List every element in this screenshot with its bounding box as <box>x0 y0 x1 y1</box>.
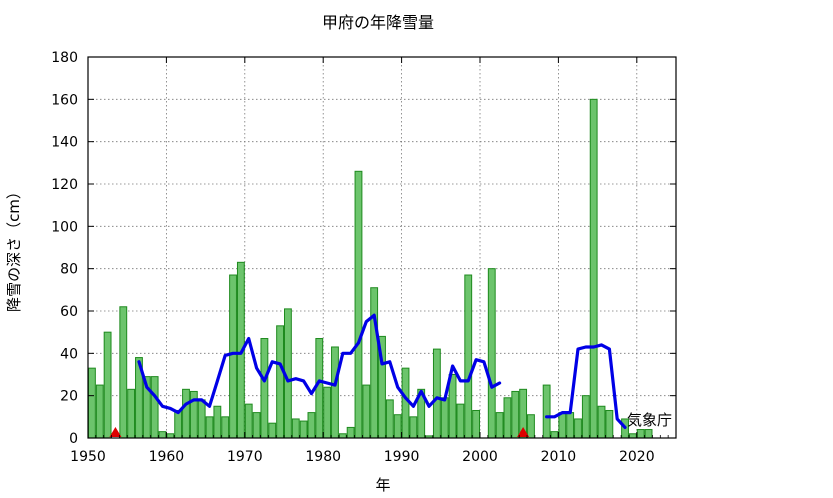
bar-1966 <box>213 405 222 439</box>
bar-1972 <box>260 338 269 439</box>
bar-1954 <box>119 306 128 439</box>
x-tick-label-2010: 2010 <box>541 449 577 465</box>
x-tick-label-1950: 1950 <box>70 449 106 465</box>
bar-1965 <box>205 416 214 439</box>
bar-1988 <box>385 399 394 439</box>
x-tick-label-1980: 1980 <box>305 449 341 465</box>
bar-1967 <box>221 416 230 439</box>
bar-2011 <box>566 412 575 439</box>
bar-1997 <box>456 403 465 439</box>
y-tick-label-20: 20 <box>60 389 78 405</box>
bar-2010 <box>558 412 567 439</box>
bar-1968 <box>229 274 237 439</box>
bar-1982 <box>338 433 347 439</box>
bar-1978 <box>307 412 316 439</box>
x-tick-label-1970: 1970 <box>227 449 263 465</box>
bar-1961 <box>174 409 183 439</box>
plot-frame <box>87 56 677 439</box>
bar-1960 <box>166 433 175 439</box>
bar-2008 <box>542 384 551 439</box>
moving-average-segment-2 <box>544 343 627 429</box>
bar-2019 <box>628 433 637 439</box>
bar-1958 <box>150 376 159 439</box>
bar-2016 <box>605 409 614 439</box>
y-tick-label-0: 0 <box>69 431 78 447</box>
bar-1970 <box>244 403 253 439</box>
bar-1983 <box>346 426 355 439</box>
bar-1991 <box>409 416 418 439</box>
chart-title: 甲府の年降雪量 <box>322 13 434 32</box>
source-label: 気象庁 <box>627 411 672 429</box>
x-tick-label-1990: 1990 <box>384 449 420 465</box>
x-axis-ticks: 1950 1960 1970 1980 1990 2000 2010 2020 <box>70 57 669 465</box>
bar-2002 <box>495 412 504 439</box>
bar-1996 <box>448 374 457 439</box>
bar-1950 <box>88 367 96 439</box>
y-tick-label-120: 120 <box>51 177 78 193</box>
moving-average-line <box>137 313 627 429</box>
bar-1977 <box>299 420 308 439</box>
bar-1979 <box>315 338 324 439</box>
y-tick-label-80: 80 <box>60 262 78 278</box>
y-tick-label-160: 160 <box>51 92 78 108</box>
y-tick-label-180: 180 <box>51 50 78 66</box>
bar-1998 <box>464 274 473 439</box>
x-axis-label: 年 <box>375 476 390 494</box>
marker-1953 <box>109 427 122 437</box>
bar-2013 <box>581 395 590 439</box>
bar-1973 <box>268 422 277 439</box>
observation-change-markers <box>109 427 530 437</box>
y-tick-label-100: 100 <box>51 219 78 235</box>
y-tick-label-140: 140 <box>51 135 78 151</box>
moving-average-segment-1 <box>137 313 502 415</box>
bar-2020 <box>636 429 645 439</box>
bar-1999 <box>472 409 481 439</box>
bar-2021 <box>644 429 653 439</box>
y-axis-ticks: 0 20 40 60 80 100 120 140 160 180 <box>51 50 676 447</box>
bar-1985 <box>362 384 371 439</box>
bar-1995 <box>440 397 449 439</box>
y-axis-label: 降雪の深さ（cm） <box>5 184 23 312</box>
bar-1962 <box>182 388 190 439</box>
bar-2004 <box>511 390 520 439</box>
bar-2014 <box>589 98 598 439</box>
bar-1980 <box>323 386 332 439</box>
x-tick-label-2000: 2000 <box>462 449 498 465</box>
bar-2006 <box>527 414 535 439</box>
bar-2003 <box>503 397 512 439</box>
y-tick-label-40: 40 <box>60 346 78 362</box>
y-tick-label-60: 60 <box>60 304 78 320</box>
bar-1986 <box>370 287 379 439</box>
bar-1974 <box>276 325 285 439</box>
bar-2001 <box>487 268 496 439</box>
bar-1990 <box>401 367 410 439</box>
bar-1994 <box>432 348 441 439</box>
bar-1959 <box>158 431 167 439</box>
bar-1971 <box>252 412 261 439</box>
bar-1981 <box>331 346 339 439</box>
bar-2012 <box>574 418 582 439</box>
bar-1952 <box>103 331 112 439</box>
x-tick-label-2020: 2020 <box>619 449 655 465</box>
bar-1984 <box>354 170 363 439</box>
bar-2015 <box>597 405 606 439</box>
bar-2009 <box>550 431 559 439</box>
bar-1951 <box>95 384 104 439</box>
x-tick-label-1960: 1960 <box>149 449 185 465</box>
bar-1989 <box>393 414 402 439</box>
bar-1964 <box>197 399 206 439</box>
bar-1955 <box>127 388 136 439</box>
marker-2005 <box>517 427 530 437</box>
bar-1976 <box>291 418 300 439</box>
